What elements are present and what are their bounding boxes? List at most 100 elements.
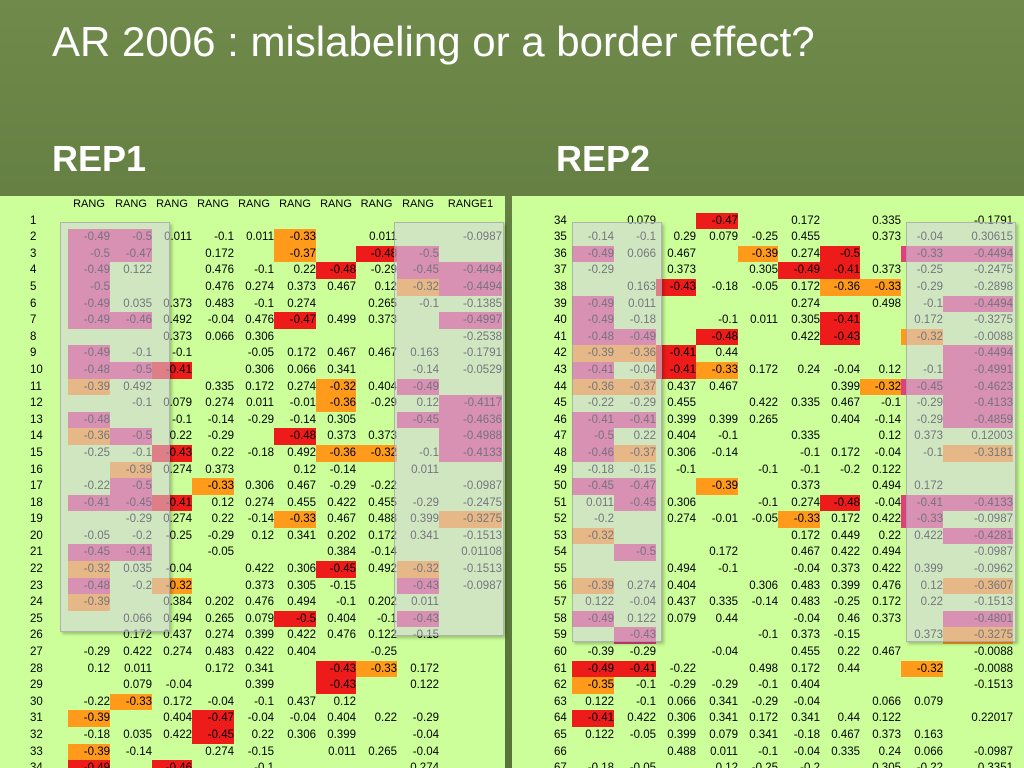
row-number: 22 — [30, 563, 43, 576]
table-cell: 0.422 — [872, 513, 901, 526]
table-cell: 0.494 — [872, 546, 901, 559]
table-cell: -0.48 — [356, 245, 397, 263]
table-cell: -0.1 — [758, 679, 778, 692]
table-cell — [234, 428, 274, 445]
column-header: RANG — [238, 198, 270, 210]
table-cell: 0.467 — [368, 347, 397, 360]
table-cell: -0.32 — [316, 378, 356, 396]
table-cell — [192, 213, 234, 230]
table-cell: 0.455 — [791, 231, 820, 244]
table-cell: -0.48 — [274, 428, 316, 445]
table-cell: -0.29 — [669, 679, 696, 692]
table-cell: -0.18 — [793, 729, 820, 741]
table-cell: -0.18 — [572, 760, 614, 768]
table-cell: -0.04 — [289, 712, 316, 725]
table-cell: 0.373 — [667, 264, 696, 277]
table-cell: 0.066 — [914, 745, 943, 758]
table-cell: -0.04 — [247, 712, 274, 725]
table-cell — [820, 694, 860, 711]
table-cell — [738, 345, 778, 362]
table-cell: 0.467 — [791, 546, 820, 559]
table-cell: 0.274 — [245, 280, 274, 293]
table-cell: 0.265 — [368, 297, 397, 310]
table-cell: 0.467 — [872, 646, 901, 659]
table-cell: -0.14 — [247, 513, 274, 526]
table-cell: 0.163 — [914, 729, 943, 741]
table-cell: -0.14 — [751, 596, 778, 609]
table-cell — [439, 727, 502, 744]
table-cell: 0.12 — [293, 463, 316, 476]
table-cell — [738, 428, 778, 445]
table-cell: 0.373 — [368, 314, 397, 327]
table-cell: 0.22 — [251, 729, 274, 741]
table-cell: -0.05 — [207, 546, 234, 559]
table-cell: -0.33 — [696, 361, 738, 379]
row-number: 49 — [554, 463, 567, 476]
table-cell: 0.46 — [837, 612, 860, 625]
table-cell: 0.341 — [791, 712, 820, 725]
table-cell — [820, 213, 860, 230]
table-cell: 0.265 — [205, 612, 234, 625]
table-cell: -0.39 — [587, 646, 614, 659]
table-cell: 0.455 — [667, 397, 696, 410]
row-number: 55 — [554, 563, 567, 576]
row-number: 43 — [554, 363, 567, 376]
table-cell — [901, 710, 943, 727]
table-cell — [316, 246, 356, 263]
table-cell: 0.274 — [791, 247, 820, 260]
table-cell: 0.467 — [709, 380, 738, 393]
table-cell: 0.467 — [831, 397, 860, 410]
table-cell: 0.172 — [749, 712, 778, 725]
table-cell: -0.04 — [165, 563, 192, 576]
table-cell — [439, 710, 502, 727]
table-cell: 0.373 — [327, 430, 356, 443]
row-number: 12 — [30, 397, 43, 410]
table-cell: 0.306 — [287, 729, 316, 741]
table-cell: -0.04 — [874, 446, 901, 459]
table-cell: -0.29 — [83, 646, 110, 659]
table-cell — [439, 677, 502, 694]
table-row: 30 -0.22 -0.33 0.172 -0.04 -0.1 0.437 0.12 — [0, 693, 502, 711]
table-row: 63 0.122 -0.1 0.066 0.341 -0.29 -0.04 0.066 0.07… — [512, 694, 1013, 711]
row-number: 42 — [554, 347, 567, 360]
table-cell — [110, 760, 152, 768]
table-cell: 0.494 — [287, 596, 316, 609]
table-cell: 0.476 — [245, 596, 274, 609]
table-cell: -0.1 — [172, 413, 192, 426]
table-cell — [274, 544, 316, 561]
table-cell: 0.306 — [667, 446, 696, 459]
table-cell: 0.384 — [327, 546, 356, 559]
table-cell: 0.437 — [163, 629, 192, 642]
table-cell: -0.04 — [793, 745, 820, 758]
table-cell: -0.47 — [192, 710, 234, 727]
row-number: 44 — [554, 380, 567, 393]
table-cell: 0.011 — [246, 397, 274, 410]
table-cell: -0.48 — [820, 494, 860, 512]
row-number: 67 — [512, 760, 572, 768]
table-cell: -0.18 — [711, 280, 738, 293]
row-number: 29 — [30, 679, 43, 692]
table-cell — [316, 213, 356, 230]
table-cell: -0.35 — [572, 677, 614, 694]
table-cell — [696, 262, 738, 279]
table-cell: 0.12 — [878, 430, 901, 443]
table-cell — [738, 611, 778, 628]
table-cell: -0.32 — [356, 444, 397, 462]
table-cell: 0.172 — [749, 363, 778, 376]
table-cell: 0.274 — [163, 463, 192, 476]
row-number: 36 — [554, 247, 567, 260]
table-cell: 0.12 — [211, 496, 234, 509]
table-cell: -0.5 — [820, 245, 860, 263]
table-cell: 0.122 — [872, 712, 901, 725]
table-cell: 0.122 — [585, 695, 614, 708]
table-cell: -0.32 — [901, 660, 943, 678]
table-cell: 0.488 — [667, 745, 696, 758]
table-cell: -0.45 — [192, 727, 234, 744]
table-cell: -0.14 — [289, 413, 316, 426]
table-cell — [696, 578, 738, 595]
table-cell: -0.43 — [316, 660, 356, 678]
table-cell: 0.202 — [368, 596, 397, 609]
table-cell: 0.404 — [287, 646, 316, 659]
table-cell: 0.373 — [205, 463, 234, 476]
table-cell — [439, 661, 502, 678]
